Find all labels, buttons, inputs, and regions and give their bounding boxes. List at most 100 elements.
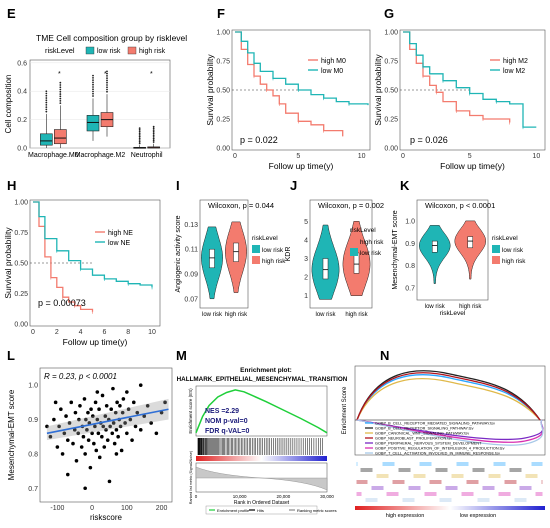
x-tick-label: 6 — [102, 329, 106, 336]
test-subtitle: Wilcoxon, p < 0.0001 — [425, 201, 495, 210]
y-tick-label: 0.8 — [405, 263, 415, 270]
scatter-point — [64, 414, 68, 418]
y-tick-label: 2 — [304, 275, 308, 282]
panel-label-H: H — [7, 178, 16, 193]
outlier-point — [92, 92, 94, 95]
scatter-point — [93, 400, 98, 405]
panel-j-violin: Wilcoxon, p = 0.002 1 2 3 4 5 KDR low risk high … — [285, 199, 384, 318]
y-tick-label: 1.00 — [384, 30, 398, 37]
metric-area — [195, 466, 328, 491]
y-tick-label: 0.13 — [184, 222, 198, 229]
scatter-point — [62, 431, 67, 436]
outlier-point — [106, 79, 108, 82]
y-tick-label: 0.75 — [384, 59, 398, 66]
scatter-point — [121, 397, 126, 401]
outlier-point — [59, 81, 62, 84]
y-tick-label: 0.6 — [17, 60, 27, 67]
x-axis-label: riskscore — [90, 513, 123, 522]
ranking-color-bar — [355, 506, 545, 510]
scatter-point — [81, 434, 86, 439]
panel-i-violin: Wilcoxon, p = 0.044 0.07 0.09 0.11 0.13Angio… — [175, 199, 286, 318]
scatter-point — [142, 414, 147, 418]
legend-swatch-0 — [350, 237, 358, 245]
outlier-point — [92, 83, 94, 86]
x-axis-label: Follow up time(y) — [269, 161, 334, 171]
scatter-point — [79, 445, 84, 449]
scatter-point — [163, 400, 167, 405]
violin-box — [467, 236, 473, 249]
x-tick-label: low risk — [315, 312, 336, 318]
scatter-point — [87, 421, 92, 425]
enrichment-curve-0 — [356, 374, 541, 421]
y-tick-label: 0.2 — [17, 117, 27, 124]
outlier-point — [45, 106, 48, 109]
panel-label-E: E — [7, 6, 16, 21]
scatter-point — [133, 424, 138, 429]
scatter-point — [71, 441, 75, 446]
x-tick-label: low risk — [202, 312, 223, 318]
scatter-point — [113, 410, 118, 415]
y-axis-label: Mesenchymal-EMT score — [7, 389, 16, 480]
x-tick-label: low risk — [425, 304, 446, 310]
y-tick-label: 0.9 — [28, 417, 38, 424]
outlier-point — [45, 99, 48, 102]
scatter-point — [131, 400, 136, 405]
y-tick-label: 0.4 — [17, 89, 27, 96]
x-tick-label: 10 — [532, 153, 540, 160]
legend-label-1: GOBP_B_CELL_RECEPTOR_SIGNALING_PATHWAY.t… — [375, 427, 474, 431]
violin-low-risk — [419, 225, 451, 284]
scatter-point — [72, 428, 77, 432]
scatter-point — [90, 431, 94, 436]
panel-h-survival: 0.00 0.25 0.50 0.75 1.00 0 2 4 6 8 10 Survival prob… — [3, 200, 161, 347]
sig-marker: * — [58, 71, 61, 78]
panel-m-gsea: Enrichment plot: HALLMARK_EPITHELIAL_MESE… — [177, 367, 348, 515]
p-value: p = 0.026 — [410, 135, 448, 145]
x-tick-label: high risk — [225, 312, 248, 318]
x-tick-label: 0 — [31, 329, 35, 336]
scatter-point — [109, 407, 114, 412]
test-subtitle: Wilcoxon, p = 0.002 — [318, 201, 384, 210]
panel-label-K: K — [400, 178, 410, 193]
outlier-point — [152, 130, 155, 133]
box-low-risk — [40, 133, 53, 146]
outlier-point — [45, 97, 48, 99]
outlier-point — [152, 129, 155, 132]
scatter-point — [48, 434, 53, 439]
legend-label-6: GOBP_T_CELL_ACTIVATION_INVOLVED_IN_IMMUN… — [375, 452, 500, 456]
axis-label-high: high expression — [386, 513, 425, 519]
panel-e-boxplot: TME Cell composition group by risklevel r… — [4, 33, 187, 159]
y-axis-label: Angiogenic activity score — [175, 215, 182, 292]
gsea-stat-1: NOM p-val=0 — [205, 418, 248, 425]
y-axis-label: Survival probability — [205, 54, 215, 126]
y-axis-label: Cell composition — [4, 75, 13, 134]
outlier-point — [92, 76, 94, 79]
scatter-point — [96, 431, 101, 436]
outlier-point — [106, 88, 108, 91]
legend-box — [205, 505, 318, 515]
outlier-point — [92, 81, 94, 84]
scatter-point — [82, 397, 87, 401]
outlier-point — [59, 97, 62, 100]
outlier-point — [138, 135, 141, 138]
sig-marker: * — [104, 71, 107, 78]
outlier-point — [92, 88, 94, 91]
scatter-point — [65, 472, 70, 477]
outlier-point — [59, 86, 62, 89]
y-tick-label: 0.00 — [14, 322, 28, 329]
y-tick-label: 3 — [304, 256, 308, 263]
legend-swatch-1 — [252, 256, 260, 264]
y-tick-label: 1 — [304, 293, 308, 300]
x-axis-label: riskLevel — [440, 310, 466, 317]
outlier-point — [106, 72, 108, 75]
legend-label-1: low risk — [360, 250, 382, 257]
legend-label-3: GOBP_NEUROBLAST_PROLIFERATION.tsv — [375, 437, 452, 441]
outlier-point — [45, 110, 48, 113]
legend-label-1: low M0 — [321, 68, 343, 75]
x-tick-label: 5 — [468, 153, 472, 160]
y-axis-label: Enrichment Score — [342, 386, 348, 434]
scatter-point — [111, 386, 115, 391]
scatter-point — [76, 431, 81, 436]
legend-label-4: GOBP_PERIPHERAL_NERVOUS_SYSTEM_DEVELOPME… — [375, 442, 482, 446]
scatter-point — [91, 414, 95, 418]
